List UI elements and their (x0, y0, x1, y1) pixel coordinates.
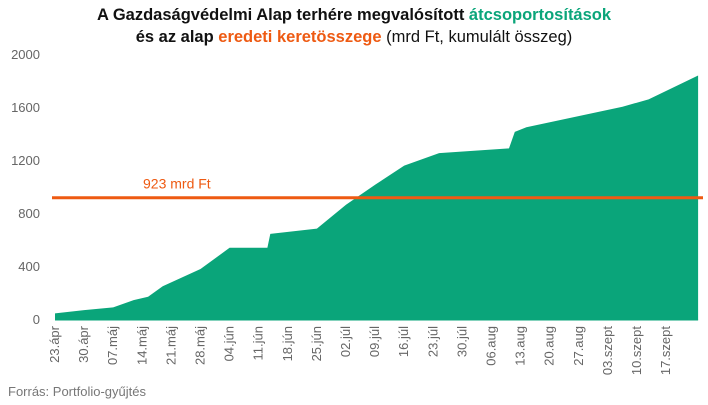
x-tick-label: 30.ápr (76, 325, 91, 363)
x-axis: 23.ápr 30.ápr 07.máj 14.máj 21.máj 28.máj 04.j… (47, 325, 673, 375)
x-tick-label: 10.szept (629, 326, 644, 376)
x-tick-label: 23.ápr (47, 325, 62, 363)
title-highlight-reallocations: átcsoportosítások (468, 6, 612, 24)
reference-line-label: 923 mrd Ft (143, 176, 211, 192)
x-tick-label: 16.júl (396, 326, 411, 357)
x-tick-label: 13.aug (513, 326, 528, 366)
title-highlight-original-budget: eredeti keretösszege (218, 28, 382, 46)
y-tick-label: 1600 (11, 100, 40, 115)
x-tick-label: 25.jún (309, 326, 324, 361)
source-note: Forrás: Portfolio-gyűjtés (8, 384, 146, 399)
x-tick-label: 21.máj (163, 326, 178, 365)
x-tick-label: 17.szept (658, 326, 673, 376)
x-tick-label: 04.jún (222, 326, 237, 361)
x-tick-label: 27.aug (571, 326, 586, 366)
x-tick-label: 23.júl (425, 326, 440, 357)
y-axis: 0 400 800 1200 1600 2000 (11, 47, 40, 327)
x-tick-label: 30.júl (454, 326, 469, 357)
x-tick-label: 07.máj (105, 326, 120, 365)
title-line-2: és az alap eredeti keretösszege (mrd Ft,… (0, 26, 708, 48)
y-tick-label: 1200 (11, 153, 40, 168)
x-tick-label: 14.máj (134, 326, 149, 365)
title-line2-suffix: (mrd Ft, kumulált összeg) (381, 28, 573, 46)
y-tick-label: 400 (18, 259, 40, 274)
x-tick-label: 03.szept (600, 326, 615, 376)
y-tick-label: 2000 (11, 47, 40, 62)
y-tick-label: 800 (18, 206, 40, 221)
title-line1-prefix: A Gazdaságvédelmi Alap terhére megvalósí… (96, 6, 469, 24)
x-tick-label: 18.jún (280, 326, 295, 361)
y-tick-label: 0 (33, 312, 40, 327)
x-tick-label: 09.júl (367, 326, 382, 357)
x-tick-label: 28.máj (193, 326, 208, 365)
title-line-1: A Gazdaságvédelmi Alap terhére megvalósí… (0, 4, 708, 26)
x-tick-label: 06.aug (484, 326, 499, 366)
x-tick-label: 11.jún (251, 326, 266, 360)
chart-title: A Gazdaságvédelmi Alap terhére megvalósí… (0, 4, 708, 48)
x-tick-label: 02.júl (338, 326, 353, 357)
title-line2-prefix: és az alap (135, 28, 219, 46)
x-tick-label: 20.aug (542, 326, 557, 366)
